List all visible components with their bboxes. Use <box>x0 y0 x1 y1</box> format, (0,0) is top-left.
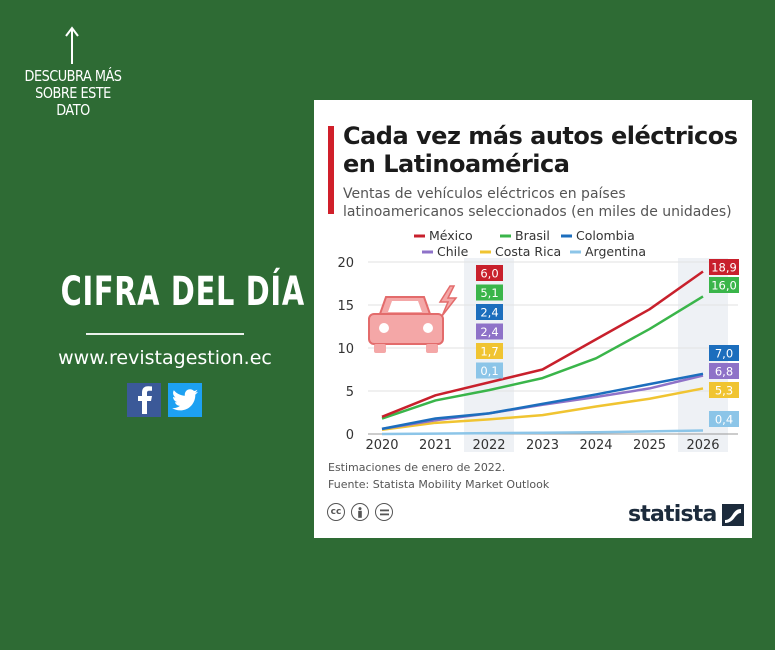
discover-more-link[interactable]: DESCUBRA MÁS SOBRE ESTE DATO <box>24 67 122 119</box>
x-tick-label: 2023 <box>526 438 559 453</box>
data-label-2026: 0,4 <box>715 413 733 427</box>
legend-label-2: Colombia <box>576 228 635 243</box>
title-accent-bar <box>328 126 334 214</box>
data-label-bg-2026 <box>709 259 739 275</box>
electric-car-icon <box>368 285 458 353</box>
data-label-bg-2026 <box>709 363 739 379</box>
data-label-bg-2026 <box>709 382 739 398</box>
data-label-2026: 5,3 <box>715 384 733 398</box>
chart-subtitle: Ventas de vehículos eléctricos en países… <box>343 186 732 220</box>
data-label-2026: 7,0 <box>715 347 733 361</box>
legend-label-0: México <box>429 228 473 243</box>
y-tick-label: 5 <box>346 385 354 400</box>
data-label-bg-2022 <box>476 343 503 359</box>
x-tick-label: 2025 <box>633 438 666 453</box>
series-line-argentina <box>381 429 704 436</box>
license-icons: cc <box>327 503 393 521</box>
facebook-icon[interactable] <box>127 383 161 417</box>
no-derivatives-icon <box>375 503 393 521</box>
chart-source: Fuente: Statista Mobility Market Outlook <box>328 478 550 491</box>
arrow-up-icon <box>65 26 79 64</box>
data-label-bg-2026 <box>709 277 739 293</box>
series-line-brasil <box>381 295 704 420</box>
statista-logo-icon <box>721 503 744 526</box>
y-tick-label: 20 <box>337 256 354 271</box>
series-line-méxico <box>381 270 704 418</box>
x-tick-label: 2021 <box>419 438 452 453</box>
y-tick-label: 10 <box>337 342 354 357</box>
statista-logo: statista <box>628 502 744 527</box>
twitter-icon[interactable] <box>168 383 202 417</box>
chart-card: Cada vez más autos eléctricos en Latinoa… <box>314 100 752 538</box>
data-label-bg-2022 <box>476 265 503 281</box>
data-label-2026: 6,8 <box>715 365 733 379</box>
headline: CIFRA DEL DÍA <box>60 269 305 315</box>
series-line-colombia <box>381 372 704 431</box>
x-tick-label: 2026 <box>686 438 719 453</box>
x-tick-label: 2020 <box>365 438 398 453</box>
data-label-2026: 18,9 <box>711 261 737 275</box>
series-line-costa-rica <box>381 387 704 431</box>
chart-title: Cada vez más autos eléctricos en Latinoa… <box>343 122 738 178</box>
data-label-2022: 1,7 <box>480 345 498 359</box>
legend-label-3: Chile <box>437 244 469 259</box>
data-label-2022: 2,4 <box>480 306 498 320</box>
brand-name: statista <box>628 502 717 527</box>
divider <box>86 333 244 335</box>
data-label-2022: 0,1 <box>480 364 498 378</box>
social-links <box>127 383 202 417</box>
y-tick-label: 15 <box>337 299 354 314</box>
data-label-2022: 5,1 <box>480 286 498 300</box>
data-label-bg-2022 <box>476 323 503 340</box>
data-label-bg-2022 <box>476 362 503 379</box>
y-tick-label: 0 <box>346 428 354 443</box>
legend-label-5: Argentina <box>585 244 646 259</box>
data-label-2022: 6,0 <box>480 267 498 281</box>
line-chart: México Brasil Colombia Chile Costa Rica Argen… <box>337 228 739 453</box>
data-label-bg-2022 <box>476 284 503 301</box>
legend-label-4: Costa Rica <box>495 244 561 259</box>
website-link[interactable]: www.revistagestion.ec <box>58 347 272 369</box>
chart-note: Estimaciones de enero de 2022. <box>328 461 506 474</box>
data-label-2026: 16,0 <box>711 279 737 293</box>
data-label-bg-2022 <box>476 304 503 320</box>
data-label-bg-2026 <box>709 411 739 427</box>
cc-icon: cc <box>327 503 345 521</box>
data-label-2022: 2,4 <box>480 325 498 339</box>
legend-label-1: Brasil <box>515 228 550 243</box>
attribution-icon <box>351 503 369 521</box>
x-tick-label: 2022 <box>472 438 505 453</box>
data-label-bg-2026 <box>709 345 739 361</box>
x-tick-label: 2024 <box>579 438 612 453</box>
